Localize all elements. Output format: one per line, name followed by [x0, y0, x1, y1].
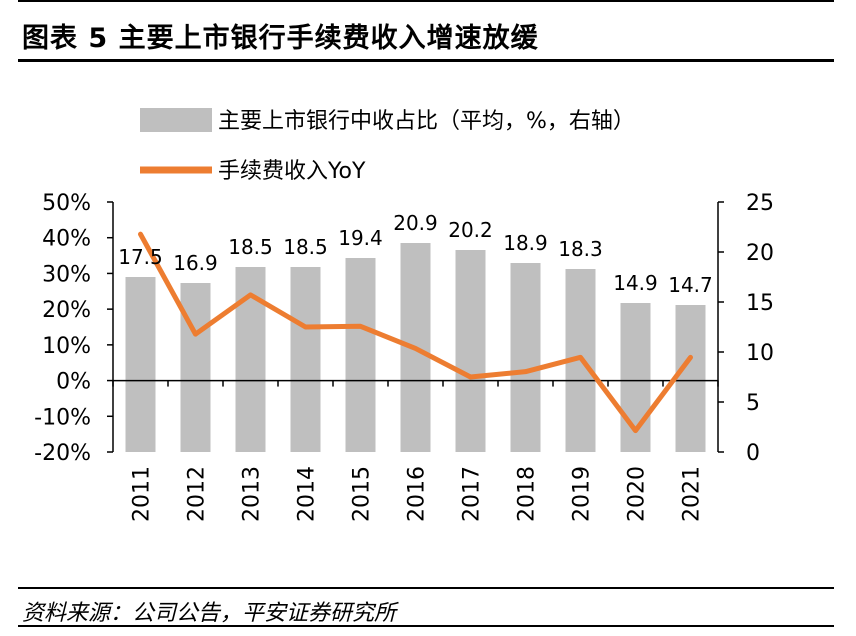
bar: [675, 305, 706, 452]
legend: 主要上市银行中收占比（平均，%，右轴） 手续费收入YoY: [140, 108, 635, 184]
bar-data-label: 14.7: [668, 273, 713, 297]
x-tick-label: 2018: [515, 466, 540, 522]
x-tick-label: 2015: [350, 466, 375, 522]
bar: [455, 250, 486, 452]
legend-swatch-bar: [140, 108, 212, 132]
figure-footer: 资料来源：公司公告，平安证券研究所: [18, 587, 834, 627]
chart: 主要上市银行中收占比（平均，%，右轴） 手续费收入YoY -20% -10% 0% 1…: [34, 108, 774, 522]
legend-label-line: 手续费收入YoY: [218, 159, 366, 184]
bar-data-label: 19.4: [338, 226, 383, 250]
bar: [345, 258, 376, 452]
left-tick-label: -10%: [34, 405, 91, 430]
source-note: 资料来源：公司公告，平安证券研究所: [22, 601, 397, 626]
right-tick-label: 0: [746, 441, 760, 466]
bar: [510, 263, 541, 452]
right-tick-label: 20: [746, 241, 774, 266]
left-tick-label: 50%: [42, 191, 91, 216]
bar-data-label: 18.3: [558, 237, 603, 261]
left-tick-label: 40%: [42, 227, 91, 252]
right-tick-label: 25: [746, 191, 774, 216]
x-tick-label: 2013: [240, 466, 265, 522]
left-tick-label: 30%: [42, 262, 91, 287]
right-tick-label: 15: [746, 291, 774, 316]
figure-title: 图表 5 主要上市银行手续费收入增速放缓: [22, 23, 539, 54]
bar-data-label: 18.9: [503, 231, 548, 255]
left-tick-label: 20%: [42, 298, 91, 323]
left-tick-label: 0%: [56, 370, 91, 395]
x-tick-label: 2011: [130, 466, 155, 522]
left-tick-label: 10%: [42, 334, 91, 359]
bar-data-label: 20.2: [448, 218, 493, 242]
right-tick-label: 10: [746, 341, 774, 366]
x-tick-label: 2014: [295, 466, 320, 522]
bar-data-label: 18.5: [228, 235, 273, 259]
x-tick-label: 2016: [405, 466, 430, 522]
bar-data-label: 17.5: [118, 245, 163, 269]
x-tick-label: 2021: [680, 466, 705, 522]
right-tick-label: 5: [746, 391, 760, 416]
x-tick-label: 2017: [460, 466, 485, 522]
left-tick-label: -20%: [34, 441, 91, 466]
x-tick-label: 2012: [185, 466, 210, 522]
bar-data-label: 20.9: [393, 211, 438, 235]
x-tick-label: 2020: [625, 466, 650, 522]
series-line-yoy: [138, 231, 693, 434]
x-tick-label: 2019: [570, 466, 595, 522]
bar: [125, 277, 156, 452]
bar: [290, 267, 321, 452]
bar-data-label: 14.9: [613, 271, 658, 295]
bar: [180, 283, 211, 452]
figure-header: 图表 5 主要上市银行手续费收入增速放缓: [18, 0, 834, 62]
bar-data-label: 18.5: [283, 235, 328, 259]
legend-label-bar: 主要上市银行中收占比（平均，%，右轴）: [218, 109, 635, 134]
bar-data-label: 16.9: [173, 251, 218, 275]
